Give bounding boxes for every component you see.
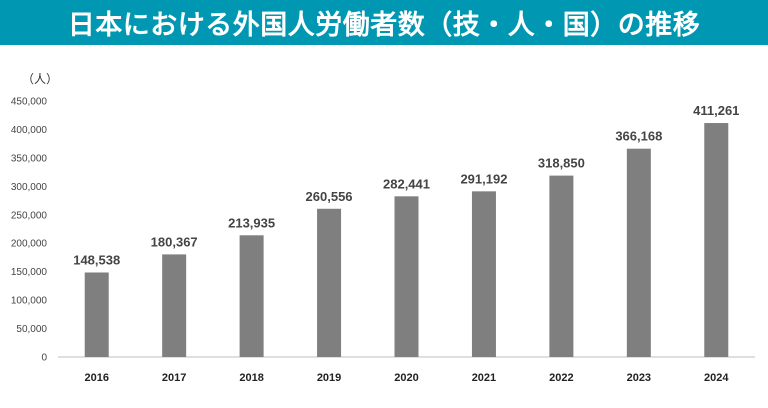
chart-title: 日本における外国人労働者数（技・人・国）の推移 — [0, 0, 768, 45]
data-label-2021: 291,192 — [460, 171, 507, 186]
data-label-2019: 260,556 — [306, 189, 353, 204]
x-tick-label: 2016 — [84, 372, 108, 384]
y-tick-label: 150,000 — [11, 267, 48, 278]
y-tick-label: 0 — [41, 353, 47, 364]
x-tick-label: 2019 — [317, 372, 341, 384]
data-label-2018: 213,935 — [228, 215, 275, 230]
x-tick-label: 2020 — [394, 372, 418, 384]
y-tick-label: 350,000 — [11, 153, 48, 164]
y-tick-label: 100,000 — [11, 296, 48, 307]
bar-2021 — [471, 191, 496, 357]
bar-2024 — [704, 123, 729, 358]
data-label-2023: 366,168 — [615, 129, 662, 144]
x-tick-label: 2023 — [627, 372, 651, 384]
x-tick-label: 2021 — [472, 372, 496, 384]
x-tick-label: 2022 — [549, 372, 573, 384]
y-tick-label: 50,000 — [16, 324, 47, 335]
data-label-2016: 148,538 — [73, 252, 120, 267]
bar-2019 — [317, 208, 342, 357]
bar-2023 — [626, 148, 651, 357]
y-tick-label: 450,000 — [11, 97, 48, 108]
data-label-2024: 411,261 — [693, 103, 739, 118]
data-label-2017: 180,367 — [151, 234, 198, 249]
y-tick-label: 200,000 — [11, 239, 48, 250]
bar-2018 — [239, 235, 264, 357]
bar-2017 — [162, 254, 187, 357]
data-label-2020: 282,441 — [383, 176, 430, 191]
y-tick-label: 300,000 — [11, 182, 48, 193]
y-axis-unit: （人） — [22, 72, 59, 86]
x-tick-label: 2017 — [162, 372, 186, 384]
data-label-2022: 318,850 — [538, 156, 585, 171]
x-tick-label: 2018 — [239, 372, 263, 384]
y-tick-label: 400,000 — [11, 125, 48, 136]
x-tick-label: 2024 — [704, 372, 729, 384]
y-tick-label: 250,000 — [11, 210, 48, 221]
bar-2016 — [84, 272, 109, 357]
bar-2020 — [394, 196, 419, 357]
bar-2022 — [549, 175, 574, 357]
